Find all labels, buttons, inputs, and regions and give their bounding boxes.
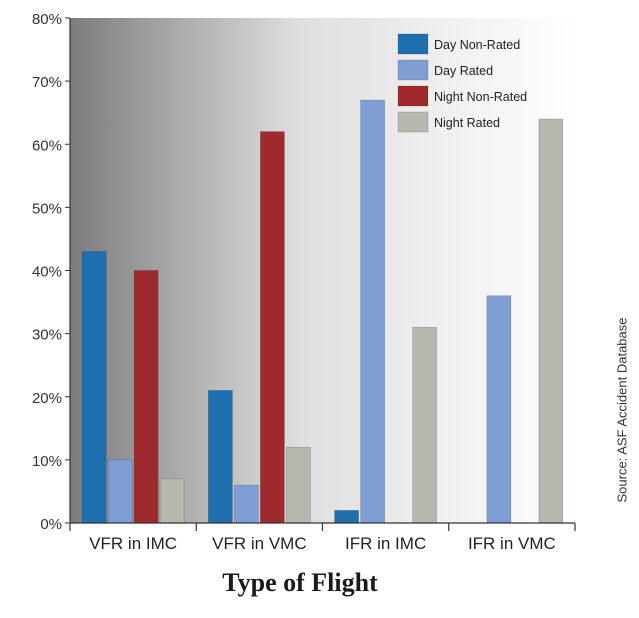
legend-label-night-rated: Night Rated [434,116,500,130]
legend-swatch-day-non-rated [397,33,429,55]
bar-day-rated-vfr-in-vmc [234,484,259,524]
legend: Day Non-Rated Day Rated Night Non-Rated Nig… [397,33,527,133]
legend-swatch-night-non-rated [397,85,429,107]
y-tick-label: 40% [32,264,62,281]
y-tick-label: 20% [32,390,62,407]
legend-swatch-day-rated [397,59,429,81]
y-tick-label: 30% [32,327,62,344]
legend-label-night-non-rated: Night Non-Rated [434,90,527,104]
bar-night-non-rated-vfr-in-vmc [260,131,285,524]
bar-night-rated-ifr-in-vmc [538,118,564,524]
y-tick-label: 80% [32,11,62,28]
y-tick-label: 50% [32,200,62,217]
bar-day-rated-ifr-in-imc [360,99,385,524]
x-axis-title: Type of Flight [222,568,378,597]
legend-label-day-non-rated: Day Non-Rated [434,38,520,52]
axes-group: 0% 10% 20% 30% 40% 50% 60% 70% 80% VFR in IMC VFR … [32,11,576,553]
bar-day-non-rated-vfr-in-imc [81,251,107,524]
legend-swatch-night-rated [397,111,429,133]
bar-night-rated-ifr-in-imc [412,327,437,524]
bars-group [81,99,564,524]
bar-night-rated-vfr-in-vmc [286,446,311,524]
x-tick-label-vfr-in-vmc: VFR in VMC [212,534,306,553]
bar-day-non-rated-ifr-in-imc [334,510,359,524]
y-tick-label: 0% [40,516,62,533]
bar-day-non-rated-vfr-in-vmc [208,390,233,524]
x-tick-label-ifr-in-vmc: IFR in VMC [468,534,556,553]
source-note: Source: ASF Accident Database [614,317,630,503]
y-tick-label: 70% [32,74,62,91]
y-tick-label: 60% [32,137,62,154]
bar-day-rated-ifr-in-vmc [486,295,512,524]
legend-label-day-rated: Day Rated [434,64,493,78]
bar-day-rated-vfr-in-imc [107,459,133,524]
bar-night-non-rated-vfr-in-imc [133,270,159,524]
x-tick-label-ifr-in-imc: IFR in IMC [345,534,426,553]
y-tick-label: 10% [32,453,62,470]
x-tick-label-vfr-in-imc: VFR in IMC [89,534,177,553]
bar-night-rated-vfr-in-imc [159,478,185,524]
